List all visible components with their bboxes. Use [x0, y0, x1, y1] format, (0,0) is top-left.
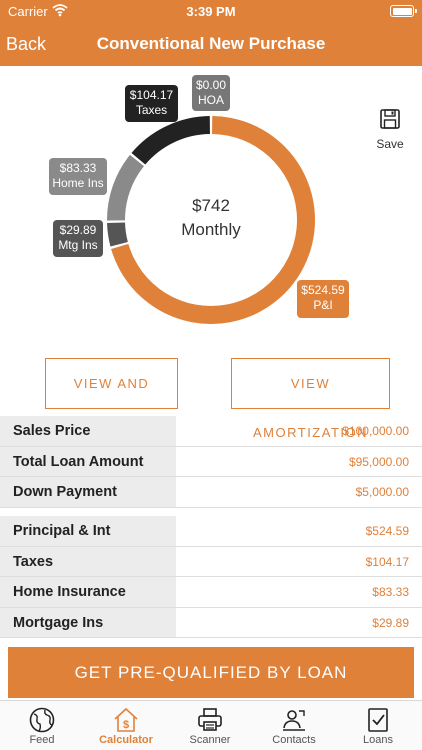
tab-label: Calculator: [99, 734, 153, 746]
row-label: Sales Price: [0, 416, 176, 446]
table-row: Sales Price $100,000.00: [0, 416, 422, 447]
carrier-label: Carrier: [8, 4, 48, 19]
document-check-icon: [368, 708, 388, 732]
table-row: Taxes $104.17: [0, 546, 422, 577]
row-label: Total Loan Amount: [0, 446, 176, 476]
save-button[interactable]: Save: [370, 108, 410, 154]
payment-chart-area: $742 Monthly $104.17 Taxes $0.00 HOA $83…: [0, 66, 422, 350]
row-value: $95,000.00: [348, 454, 409, 469]
tab-label: Loans: [363, 734, 393, 746]
hoa-tag-value: $0.00: [195, 78, 227, 92]
table-row: Mortgage Ins $29.89: [0, 607, 422, 638]
row-value: $524.59: [365, 524, 409, 538]
tab-contacts[interactable]: Contacts: [252, 701, 336, 750]
pi-tag-label: P&I: [313, 298, 333, 312]
tab-feed[interactable]: Feed: [0, 701, 84, 750]
row-label: Principal & Int: [0, 516, 176, 546]
tab-calculator[interactable]: $ Calculator: [84, 701, 168, 750]
battery-icon: [390, 5, 417, 17]
chart-center-amount: $742: [192, 196, 230, 215]
taxes-tag-value: $104.17: [129, 88, 174, 102]
row-label: Down Payment: [0, 477, 176, 507]
tab-scanner[interactable]: Scanner: [168, 701, 252, 750]
navigation-bar: Back Conventional New Purchase: [0, 22, 422, 66]
donut-slice-mtg-ins: [107, 222, 128, 247]
home-ins-tag-value: $83.33: [59, 161, 97, 175]
home-ins-tag-label: Home Ins: [52, 176, 104, 190]
row-label: Home Insurance: [0, 577, 176, 607]
wifi-icon: [52, 4, 68, 17]
status-bar: Carrier 3:39 PM: [0, 0, 422, 22]
donut-slice-home-ins: [107, 154, 144, 221]
floppy-disk-icon: [380, 109, 400, 129]
view-amortization-button[interactable]: VIEW AMORTIZATION: [231, 358, 390, 440]
hoa-tag-label: HOA: [197, 93, 224, 107]
save-label: Save: [376, 137, 404, 151]
page-title: Conventional New Purchase: [96, 34, 326, 53]
row-label: Taxes: [0, 546, 176, 576]
table-row: Principal & Int $524.59: [0, 516, 422, 547]
mtg-ins-tag-label: Mtg Ins: [58, 238, 98, 252]
payment-breakdown-table: Principal & Int $524.59 Taxes $104.17 Ho…: [0, 516, 422, 638]
printer-icon: [198, 708, 222, 731]
hoa-tag: $0.00 HOA: [192, 75, 230, 111]
loan-summary-table: Sales Price $100,000.00 Total Loan Amoun…: [0, 416, 422, 508]
mtg-ins-tag: $29.89 Mtg Ins: [53, 220, 103, 257]
home-ins-tag: $83.33 Home Ins: [49, 158, 107, 195]
chart-center-label: Monthly: [181, 220, 241, 239]
row-label: Mortgage Ins: [0, 607, 176, 637]
tab-label: Feed: [29, 734, 55, 746]
contacts-icon: [283, 710, 305, 731]
taxes-tag: $104.17 Taxes: [125, 85, 178, 122]
table-row: Down Payment $5,000.00: [0, 477, 422, 508]
mtg-ins-tag-value: $29.89: [59, 223, 97, 237]
table-row: Total Loan Amount $95,000.00: [0, 446, 422, 477]
get-pre-qualified-button[interactable]: GET PRE-QUALIFIED BY LOAN: [8, 647, 414, 698]
back-button[interactable]: Back: [6, 34, 47, 54]
row-value: $100,000.00: [342, 424, 409, 438]
globe-icon: [29, 707, 55, 733]
payment-donut-chart: [107, 116, 316, 324]
tab-label: Contacts: [272, 734, 316, 746]
tab-loans[interactable]: Loans: [336, 701, 420, 750]
pi-tag: $524.59 P&I: [297, 280, 349, 318]
tab-bar: Feed $ Calculator Scanner Contacts: [0, 700, 422, 750]
row-value: $5,000.00: [355, 485, 409, 499]
tab-label: Scanner: [189, 734, 231, 746]
donut-slice-taxes: [131, 116, 210, 165]
row-value: $83.33: [372, 585, 409, 599]
row-value: $104.17: [365, 554, 409, 569]
taxes-tag-label: Taxes: [135, 103, 168, 117]
house-dollar-icon: $: [114, 707, 138, 732]
view-and-share-button[interactable]: VIEW AND SHARE: [45, 358, 178, 440]
table-row: Home Insurance $83.33: [0, 577, 422, 608]
svg-text:$: $: [123, 719, 129, 731]
pi-tag-value: $524.59: [301, 283, 345, 297]
row-value: $29.89: [372, 615, 409, 630]
